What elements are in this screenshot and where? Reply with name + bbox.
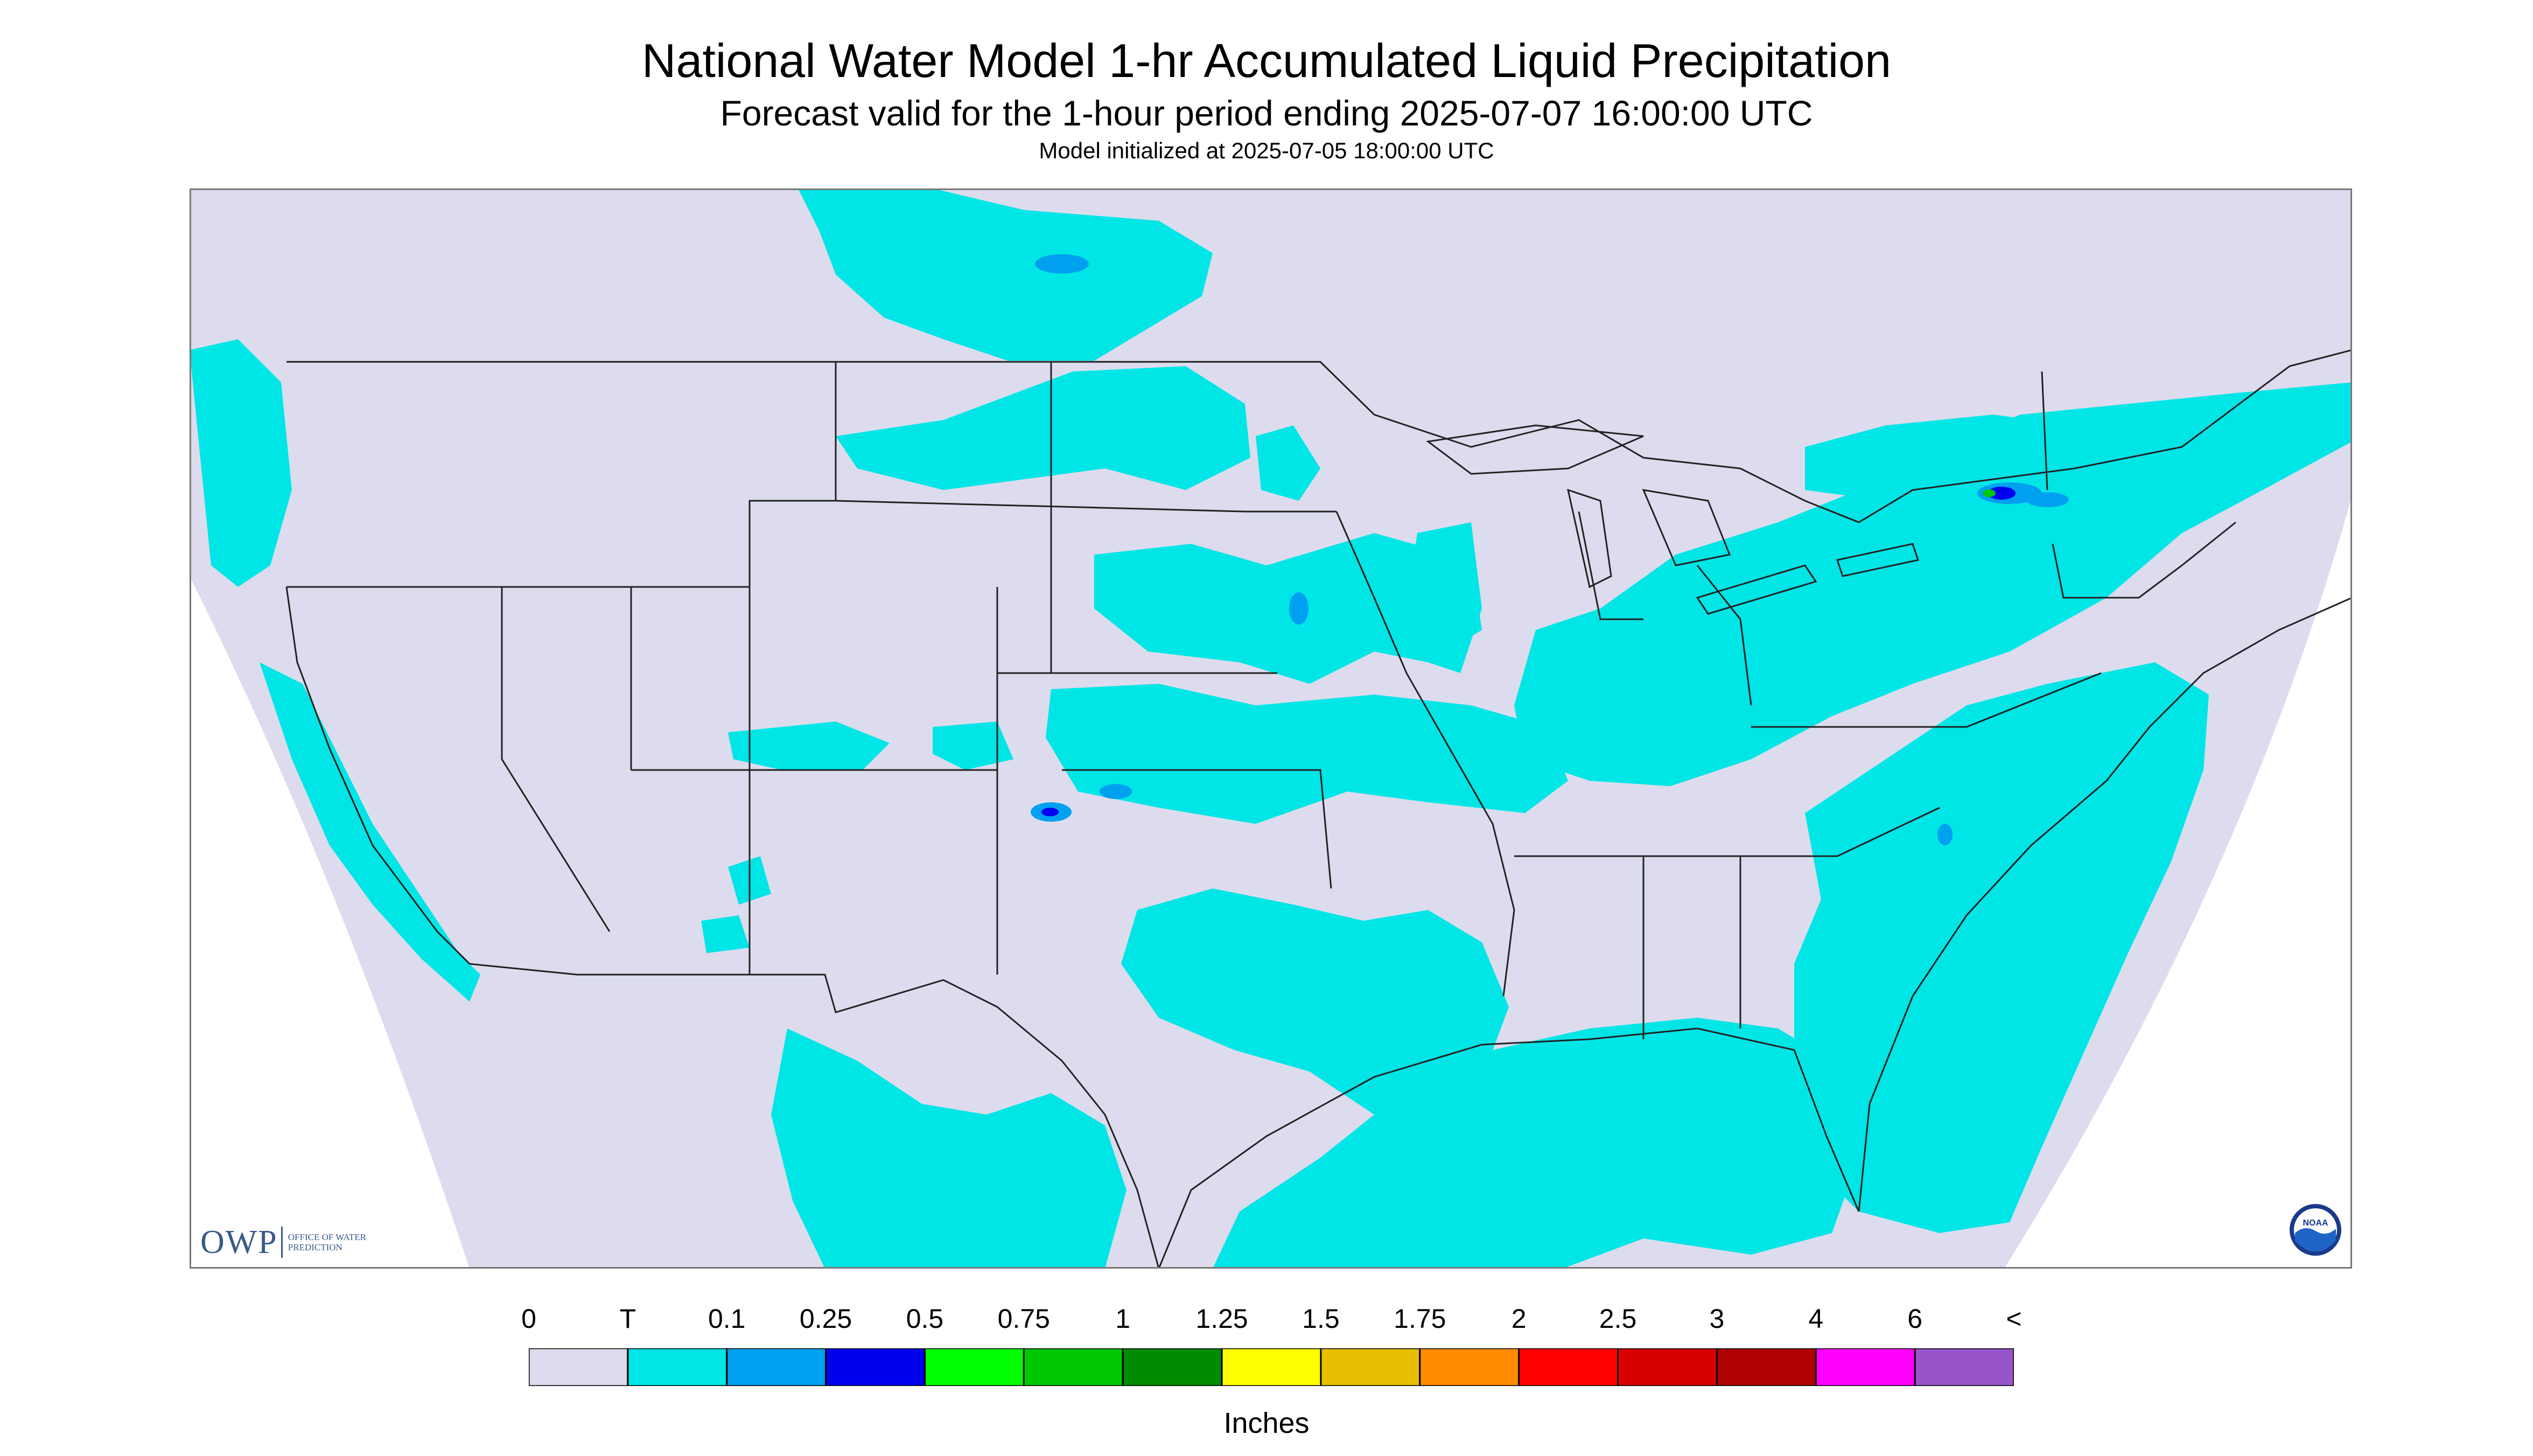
legend-color-box [1914, 1348, 2014, 1386]
legend-color-box [923, 1348, 1025, 1386]
precip-moderate-cell [1289, 592, 1309, 625]
precip-area-central-plains [1046, 684, 1568, 824]
noaa-logo: NOAA [2290, 1204, 2341, 1256]
precip-area-southwest-4 [701, 915, 750, 953]
precip-area-nebraska-iowa [1094, 533, 1482, 684]
precip-moderate-cell [1100, 784, 1132, 799]
legend-tick-label: 1.5 [1302, 1304, 1340, 1334]
owp-logo: OWP OFFICE OF WATER PREDICTION [200, 1223, 369, 1261]
border-ontario-quebec [2041, 371, 2048, 491]
border-four-corners [631, 769, 997, 975]
border-parallel-1 [835, 500, 1337, 513]
coastline-lake-erie [1696, 564, 1817, 615]
legend-color-box [1617, 1348, 1718, 1386]
precip-area-ohio-valley-northeast [1514, 382, 2352, 786]
legend-tick-label: 1 [1115, 1304, 1131, 1334]
legend-tick-label: 2.5 [1599, 1304, 1637, 1334]
coastline-california [285, 586, 471, 965]
precipitation-map [190, 188, 2352, 1269]
owp-logo-mark: OWP [200, 1223, 278, 1261]
precip-color-scale [529, 1348, 2014, 1386]
border-nevada-utah [501, 587, 632, 932]
owp-logo-separator [281, 1227, 283, 1258]
legend-tick-label: 0.25 [799, 1304, 852, 1334]
legend-tick-label: 0.5 [906, 1304, 944, 1334]
noaa-logo-wave [2295, 1228, 2336, 1251]
precip-area-california-coast [260, 662, 480, 1002]
precip-area-illinois [1407, 522, 1482, 673]
legend-tick-label: 1.75 [1394, 1304, 1446, 1334]
legend-tick-label: 0 [521, 1304, 536, 1334]
coastline-lake-huron [1642, 489, 1731, 566]
border-mexico-us [469, 963, 1160, 1269]
legend-color-box [726, 1348, 827, 1386]
owp-logo-text: OFFICE OF WATER PREDICTION [288, 1232, 366, 1252]
legend-color-box [1320, 1348, 1421, 1386]
legend-color-box [1716, 1348, 1817, 1386]
map-title: National Water Model 1-hr Accumulated Li… [641, 34, 1892, 87]
border-mississippi [1335, 511, 1515, 997]
legend-tick-label: 3 [1709, 1304, 1725, 1334]
legend-tick-label: 0.1 [708, 1304, 746, 1334]
legend-tick-label: < [2006, 1304, 2022, 1334]
legend-tick-label: 0.75 [997, 1304, 1050, 1334]
coastline-lake-michigan [1566, 488, 1612, 589]
legend-color-box [1023, 1348, 1124, 1386]
precip-area-great-lakes-north [1805, 415, 2085, 501]
border-appalachia [1642, 856, 1741, 1039]
precip-green-cell [1983, 489, 1996, 497]
legend-color-box [1518, 1348, 1619, 1386]
legend-color-box [1419, 1348, 1520, 1386]
precip-moderate-cell [2026, 492, 2069, 507]
legend-color-box [1122, 1348, 1223, 1386]
legend-color-box [627, 1348, 728, 1386]
legend-color-box [529, 1348, 629, 1386]
precip-area-mexico [771, 1028, 1126, 1269]
legend-tick-label: 6 [1907, 1304, 1923, 1334]
coastline-atlantic [1858, 597, 2352, 1212]
precip-area-southwest-2 [933, 722, 1013, 770]
precip-moderate-cell [1035, 254, 1089, 274]
border-kansas-missouri [1062, 769, 1332, 889]
legend-color-box [1221, 1348, 1322, 1386]
precip-light-areas [190, 188, 2352, 1269]
precip-area-pacific-northwest [190, 339, 292, 587]
legend-tick-label: 1.25 [1195, 1304, 1248, 1334]
precip-moderate-cell [1937, 824, 1953, 845]
precip-heavy-cell [1041, 808, 1059, 816]
border-new-england [2052, 521, 2236, 599]
coastline-accents [285, 424, 2352, 1269]
border-mid-atlantic [1751, 672, 2102, 728]
state-borders [286, 349, 2352, 1269]
legend-color-box [1815, 1348, 1916, 1386]
border-south-states [1514, 807, 1940, 857]
border-canada-us [286, 349, 2352, 523]
precip-area-upper-midwest [1256, 425, 1320, 501]
legend-color-box [825, 1348, 926, 1386]
legend-units-label: Inches [1223, 1407, 1310, 1439]
map-subtitle: Forecast valid for the 1-hour period end… [720, 93, 1813, 133]
legend-tick-label: 4 [1808, 1304, 1824, 1334]
precip-area-northern-plains [836, 366, 1250, 490]
coastline-lake-ontario [1836, 543, 1919, 577]
precip-heavy-areas [1041, 487, 2016, 816]
noaa-logo-text: NOAA [2303, 1219, 2328, 1228]
border-great-lakes [1578, 511, 1752, 706]
model-init-note: Model initialized at 2025-07-05 18:00:00… [1039, 138, 1494, 163]
precip-area-atlantic-coast [1794, 662, 2209, 1233]
precip-area-southwest-1 [728, 722, 890, 770]
legend-tick-label: 2 [1511, 1304, 1527, 1334]
precip-heavy-cell [1988, 487, 2016, 500]
coastline-gulf [1158, 1027, 1860, 1269]
precip-area-gulf-coast [1121, 888, 1859, 1269]
legend-tick-label: T [619, 1304, 636, 1334]
coastline-lake-superior [1426, 424, 1644, 475]
precip-area-canada-prairies [798, 188, 1213, 361]
